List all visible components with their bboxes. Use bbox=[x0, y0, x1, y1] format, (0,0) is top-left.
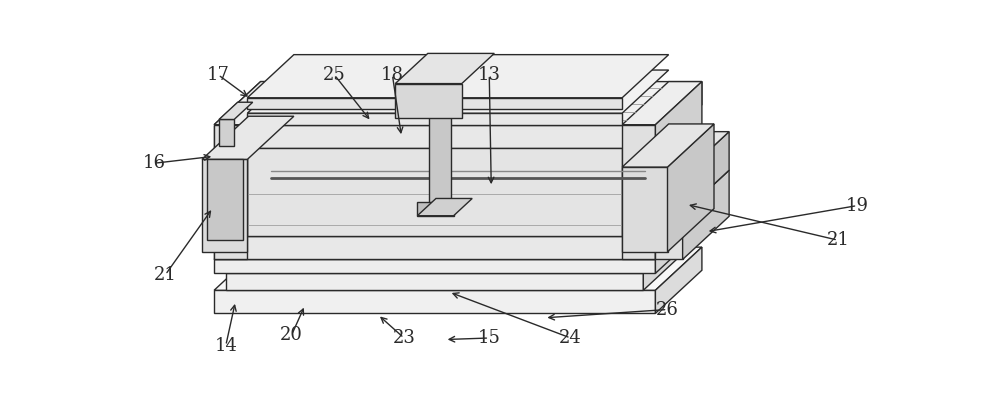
Text: 23: 23 bbox=[393, 329, 415, 347]
Polygon shape bbox=[214, 290, 655, 314]
Text: 14: 14 bbox=[214, 337, 237, 355]
Text: 13: 13 bbox=[478, 66, 501, 84]
Polygon shape bbox=[226, 230, 690, 274]
Polygon shape bbox=[219, 102, 253, 120]
Polygon shape bbox=[622, 124, 714, 167]
Polygon shape bbox=[247, 55, 669, 98]
Polygon shape bbox=[660, 132, 729, 175]
Polygon shape bbox=[655, 213, 683, 259]
Polygon shape bbox=[289, 109, 664, 198]
Text: 18: 18 bbox=[381, 66, 404, 84]
Polygon shape bbox=[655, 82, 702, 259]
Text: 25: 25 bbox=[323, 66, 346, 84]
Polygon shape bbox=[207, 159, 243, 240]
Polygon shape bbox=[622, 167, 668, 252]
Polygon shape bbox=[655, 82, 702, 148]
Polygon shape bbox=[202, 116, 294, 159]
Polygon shape bbox=[219, 120, 234, 146]
Polygon shape bbox=[202, 159, 247, 252]
Polygon shape bbox=[214, 236, 655, 259]
Text: 15: 15 bbox=[478, 329, 501, 347]
Polygon shape bbox=[395, 53, 494, 84]
Polygon shape bbox=[247, 70, 669, 113]
Text: 19: 19 bbox=[846, 197, 869, 215]
Polygon shape bbox=[622, 82, 702, 125]
Polygon shape bbox=[643, 230, 690, 290]
Text: 16: 16 bbox=[143, 154, 166, 172]
Text: 26: 26 bbox=[656, 301, 679, 318]
Polygon shape bbox=[622, 125, 655, 259]
Polygon shape bbox=[247, 113, 622, 125]
Text: 17: 17 bbox=[207, 66, 229, 84]
Polygon shape bbox=[417, 202, 454, 216]
Text: 24: 24 bbox=[559, 329, 582, 347]
Polygon shape bbox=[214, 193, 702, 236]
Text: 21: 21 bbox=[827, 231, 849, 249]
Polygon shape bbox=[683, 132, 729, 213]
Polygon shape bbox=[214, 216, 702, 259]
Polygon shape bbox=[247, 98, 622, 109]
Polygon shape bbox=[395, 84, 462, 118]
Polygon shape bbox=[214, 125, 655, 148]
Polygon shape bbox=[214, 125, 247, 259]
Polygon shape bbox=[655, 193, 702, 259]
Text: 21: 21 bbox=[154, 266, 177, 284]
Polygon shape bbox=[214, 247, 702, 290]
Polygon shape bbox=[417, 198, 472, 216]
Polygon shape bbox=[214, 82, 702, 125]
Polygon shape bbox=[226, 274, 643, 290]
Polygon shape bbox=[247, 148, 622, 236]
Polygon shape bbox=[214, 259, 655, 274]
Polygon shape bbox=[655, 170, 729, 213]
Text: 20: 20 bbox=[280, 326, 303, 344]
Polygon shape bbox=[668, 124, 714, 252]
Polygon shape bbox=[655, 216, 702, 274]
Polygon shape bbox=[214, 82, 294, 125]
Polygon shape bbox=[683, 170, 729, 259]
Polygon shape bbox=[429, 107, 451, 211]
Polygon shape bbox=[660, 175, 683, 213]
Polygon shape bbox=[655, 247, 702, 314]
